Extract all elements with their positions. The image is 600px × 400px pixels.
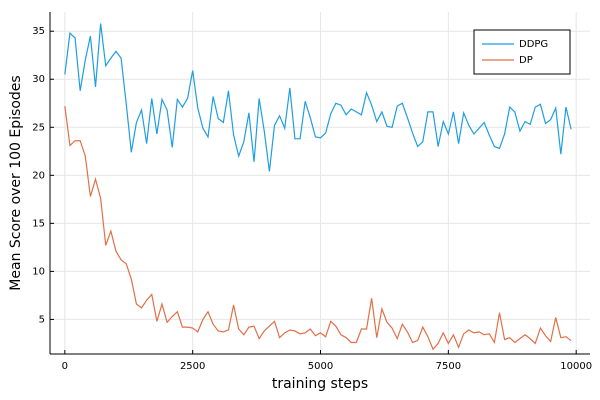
legend: DDPG DP — [473, 29, 571, 75]
y-tick-label: 35 — [32, 26, 45, 37]
y-axis-title: Mean Score over 100 Episodes — [8, 75, 24, 290]
x-tick-label: 5000 — [308, 361, 333, 372]
y-tick-label: 5 — [39, 314, 45, 325]
x-tick-label: 2500 — [180, 361, 205, 372]
x-tick-label: 7500 — [436, 361, 461, 372]
y-tick-label: 10 — [32, 266, 45, 277]
x-tick-label: 10000 — [560, 361, 592, 372]
y-tick-label: 20 — [32, 170, 45, 181]
y-tick-label: 15 — [32, 218, 45, 229]
x-tick-label: 0 — [62, 361, 68, 372]
line-series — [64, 23, 572, 172]
line-series — [64, 106, 572, 351]
legend-label: DDPG — [519, 39, 548, 50]
legend-label: DP — [519, 55, 533, 66]
y-tick-label: 30 — [32, 74, 45, 85]
x-axis-title: training steps — [272, 376, 368, 392]
legend-box — [473, 29, 571, 75]
y-tick-label: 25 — [32, 122, 45, 133]
